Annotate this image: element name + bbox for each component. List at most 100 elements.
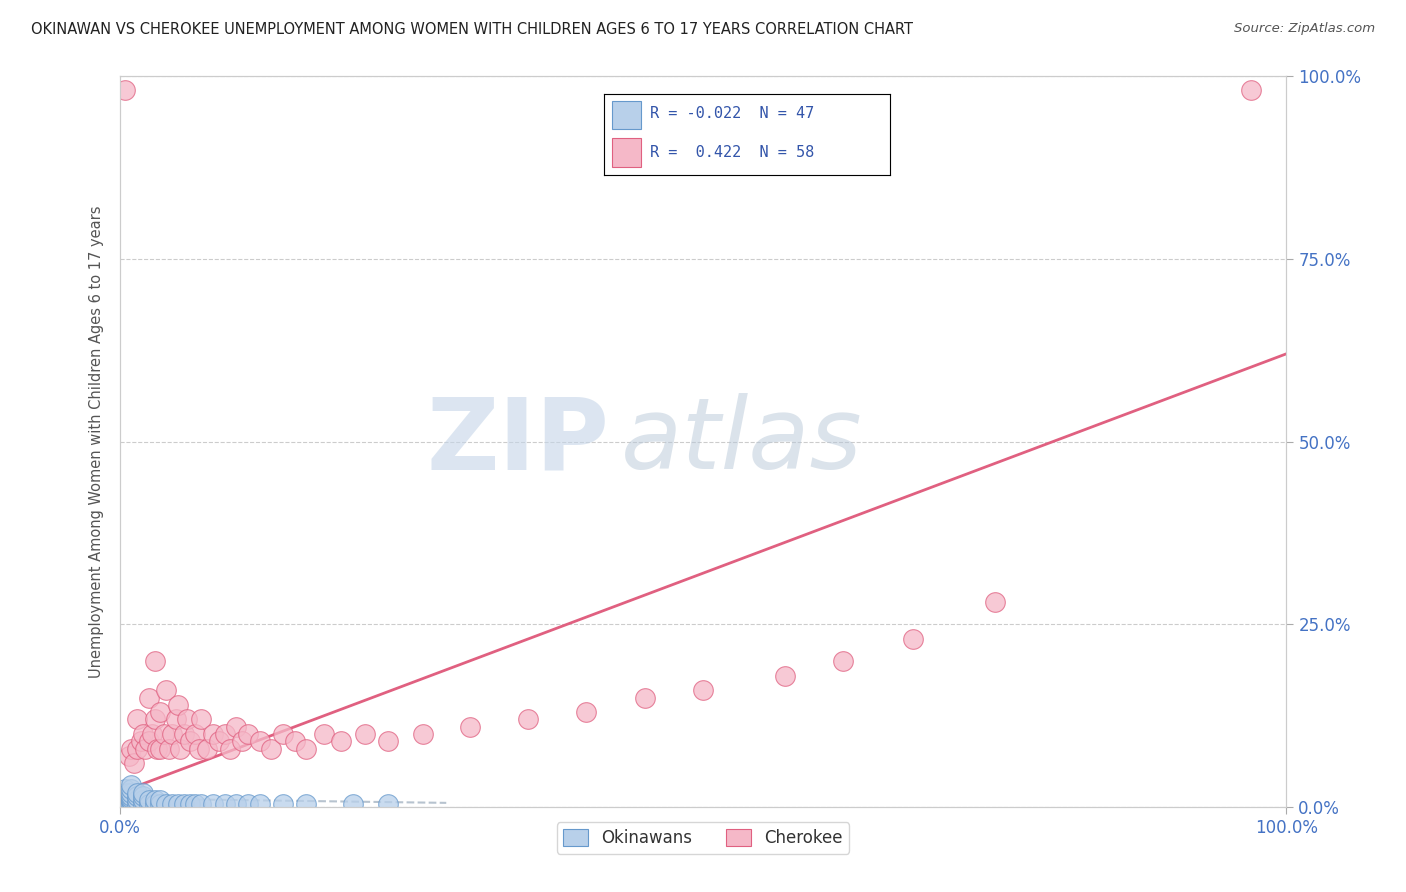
Point [984,595,1007,609]
Point [271,727,294,741]
Point [179,797,201,811]
Point [138,690,160,705]
Point [284,734,307,748]
Point [120,778,142,792]
Point [120,741,142,756]
Point [129,734,152,748]
Point [201,727,224,741]
Point [249,734,271,748]
Point [575,705,598,719]
Point [117,797,139,811]
Point [295,797,318,811]
Text: OKINAWAN VS CHEROKEE UNEMPLOYMENT AMONG WOMEN WITH CHILDREN AGES 6 TO 17 YEARS C: OKINAWAN VS CHEROKEE UNEMPLOYMENT AMONG … [31,22,912,37]
Point [166,698,188,712]
Point [149,741,172,756]
Point [146,741,169,756]
Point [225,797,247,811]
Text: Source: ZipAtlas.com: Source: ZipAtlas.com [1234,22,1375,36]
Y-axis label: Unemployment Among Women with Children Ages 6 to 17 years: Unemployment Among Women with Children A… [89,205,104,678]
Point [236,727,259,741]
Point [773,668,796,682]
Point [153,727,176,741]
Point [125,789,148,804]
Point [353,727,375,741]
Point [114,793,136,807]
Point [149,797,172,811]
Point [114,781,136,797]
Point [138,797,160,811]
Point [155,683,177,698]
Point [132,793,155,807]
Point [125,713,148,727]
Point [120,797,142,811]
Point [166,797,188,811]
Point [118,749,141,764]
Point [120,790,142,805]
Point [412,727,434,741]
Point [214,727,236,741]
Point [208,734,231,748]
Point [169,741,191,756]
Point [160,797,183,811]
Point [114,789,136,804]
Point [132,789,155,804]
Point [114,786,136,800]
Point [117,793,139,807]
Point [260,741,283,756]
Point [120,789,142,803]
Point [132,727,155,741]
Point [138,734,160,748]
Point [125,793,148,807]
Point [165,713,187,727]
Point [190,797,212,811]
Point [517,713,540,727]
Point [1240,83,1263,97]
Point [187,741,209,756]
Point [141,727,163,741]
Point [125,741,148,756]
Point [190,713,212,727]
Point [143,713,166,727]
Point [236,797,259,811]
Point [138,793,160,807]
Point [122,756,145,771]
Point [114,83,136,97]
Point [125,786,148,800]
Legend: Okinawans, Cherokee: Okinawans, Cherokee [557,822,849,854]
Point [377,734,399,748]
Point [219,741,242,756]
Point [149,705,172,719]
Point [832,654,855,668]
Point [125,797,148,811]
Point [377,797,399,811]
Point [249,797,271,811]
Point [120,794,142,808]
Point [295,741,318,756]
Point [330,734,353,748]
Point [901,632,924,646]
Point [231,734,253,748]
Point [184,797,207,811]
Point [120,793,142,807]
Point [117,789,139,804]
Point [155,797,177,811]
Point [312,727,335,741]
Point [173,727,195,741]
Point [143,793,166,807]
Point [176,713,198,727]
Text: ZIP: ZIP [427,393,610,490]
Point [157,741,180,756]
Point [692,683,714,698]
Point [143,654,166,668]
Point [342,797,364,811]
Point [225,720,247,734]
Point [195,741,218,756]
Point [120,786,142,800]
Point [214,797,236,811]
Point [201,797,224,811]
Point [179,734,201,748]
Point [114,797,136,811]
Point [149,793,172,807]
Point [132,797,155,811]
Point [634,690,657,705]
